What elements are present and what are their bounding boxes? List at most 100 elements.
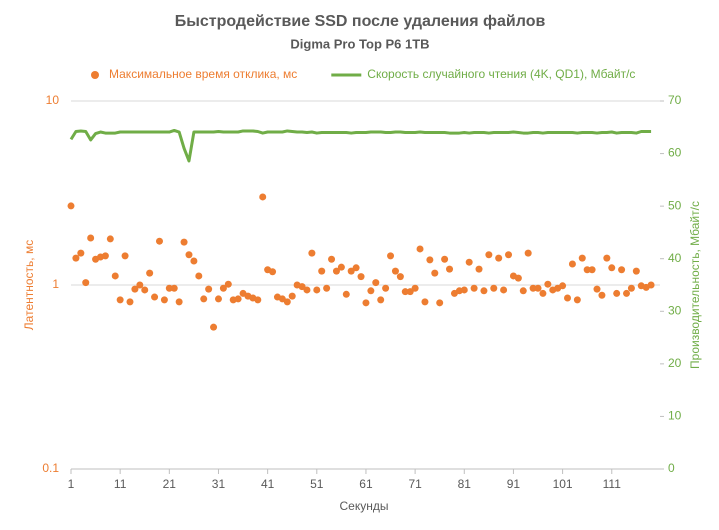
scatter-point [200,295,208,303]
scatter-point [214,295,222,303]
scatter-point [613,289,621,297]
scatter-point [367,287,375,295]
scatter-point [416,245,424,253]
scatter-point [539,289,547,297]
x-tick-label: 101 [553,477,573,491]
scatter-point [82,279,90,287]
y2-tick-label: 50 [668,198,682,212]
scatter-point [160,296,168,304]
x-tick-label: 81 [458,477,472,491]
scatter-point [146,269,154,277]
scatter-point [618,266,626,274]
scatter-point [460,286,468,294]
scatter-point [377,296,385,304]
scatter-point [342,290,350,298]
scatter-point [224,280,232,288]
scatter-point [564,294,572,302]
scatter-point [362,299,370,307]
scatter-point [259,193,267,201]
scatter-point [308,249,316,257]
scatter-point [219,284,227,292]
scatter-point [382,284,390,292]
y2-tick-label: 20 [668,356,682,370]
scatter-point [303,286,311,294]
scatter-point [298,283,306,291]
scatter-point [106,235,114,243]
y-tick-label: 1 [52,277,59,291]
scatter-point [180,238,188,246]
scatter-point [490,284,498,292]
scatter-point [352,264,360,272]
scatter-point [313,286,321,294]
scatter-point [593,285,601,293]
scatter-point [544,280,552,288]
scatter-point [406,288,414,296]
scatter-point [465,258,473,266]
scatter-point [72,254,80,262]
scatter-point [195,272,203,280]
scatter-point [411,284,419,292]
legend-marker [91,71,99,79]
scatter-point [603,254,611,262]
scatter-point [141,286,149,294]
y2-tick-label: 70 [668,93,682,107]
x-tick-label: 1 [68,477,75,491]
scatter-point [495,254,503,262]
scatter-point [387,252,395,260]
y-tick-label: 0.1 [42,461,59,475]
scatter-point [436,299,444,307]
x-tick-label: 51 [310,477,324,491]
scatter-point [446,265,454,273]
scatter-point [323,284,331,292]
x-tick-label: 61 [359,477,373,491]
scatter-point [126,298,134,306]
scatter-point [332,267,340,275]
y2-tick-label: 10 [668,409,682,423]
x-tick-label: 41 [261,477,275,491]
scatter-point [136,281,144,289]
x-tick-label: 11 [114,477,127,491]
scatter-point [131,285,139,293]
scatter-point [431,269,439,277]
scatter-point [151,293,159,301]
x-tick-label: 111 [603,477,622,491]
scatter-point [627,284,635,292]
scatter-point [426,256,434,264]
scatter-point [328,255,336,263]
legend-label: Максимальное время отклика, мс [109,67,297,81]
scatter-point [470,284,478,292]
scatter-point [101,252,109,260]
x-tick-label: 31 [212,477,226,491]
scatter-point [87,234,95,242]
scatter-point [254,296,262,304]
scatter-point [175,298,183,306]
scatter-point [185,251,193,259]
x-tick-label: 91 [507,477,521,491]
scatter-point [357,273,365,281]
scatter-point [598,291,606,299]
scatter-point [632,267,640,275]
scatter-point [269,268,277,276]
scatter-point [529,284,537,292]
scatter-point [111,272,119,280]
scatter-point [190,257,198,265]
scatter-point [647,281,655,289]
chart-title: Быстродействие SSD после удаления файлов [175,13,546,30]
line-series [69,128,652,163]
scatter-point [347,267,355,275]
scatter-point [583,266,591,274]
scatter-point [524,249,532,257]
scatter-point [372,279,380,287]
y-axis-label: Латентность, мс [22,240,36,330]
scatter-point [116,296,124,304]
scatter-point [77,249,85,257]
scatter-point [485,251,493,259]
scatter-point [480,287,488,295]
scatter-point [205,285,213,293]
scatter-point [318,267,326,275]
x-axis-label: Секунды [340,499,389,513]
scatter-point [519,287,527,295]
scatter-point [568,260,576,268]
